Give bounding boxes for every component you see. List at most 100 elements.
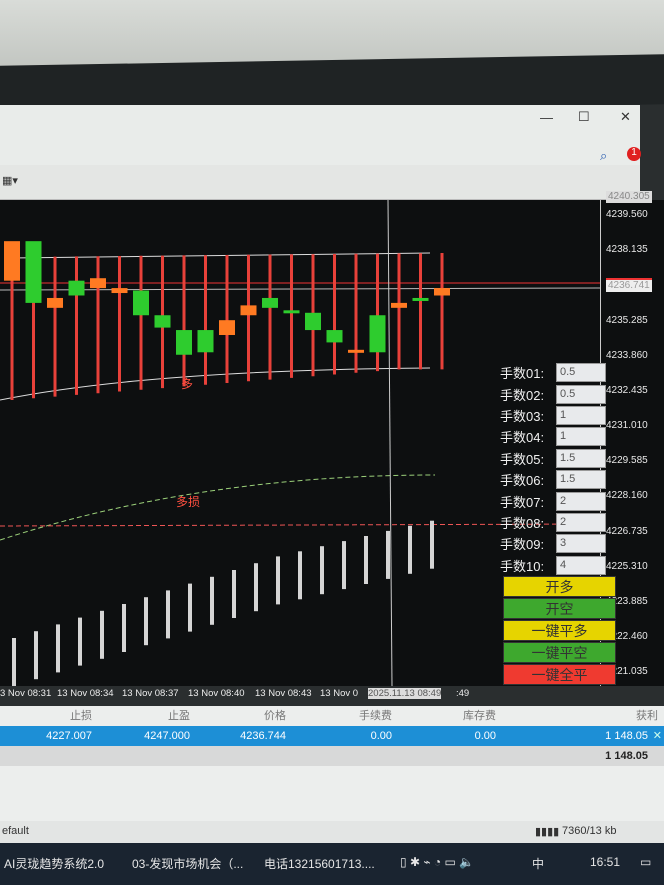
col-price[interactable]: 价格 <box>264 710 286 722</box>
taskbar-app[interactable]: 03-发现市场机会（... <box>132 857 244 871</box>
clock: 16:51 <box>590 855 621 869</box>
time-tick: 13 Nov 08:37 <box>122 688 179 699</box>
lot-label: 手数06: <box>500 473 545 489</box>
lot-row: 手数05: 1.5 <box>500 448 606 469</box>
cell-profit: 1 148.05 <box>605 730 648 742</box>
notification-badge[interactable]: 1 <box>627 147 641 161</box>
lot-input[interactable]: 2 <box>556 512 606 532</box>
lot-input[interactable]: 2 <box>556 491 606 511</box>
price-tick: 4221.035 <box>606 666 648 678</box>
lot-row: 手数10: 4 <box>500 555 606 576</box>
candle <box>348 349 364 353</box>
long-stop-label: 多损 <box>176 495 201 509</box>
maximize-button[interactable]: ☐ <box>578 109 590 124</box>
close-position-icon[interactable]: ✕ <box>652 730 662 742</box>
stop-curve <box>0 474 436 541</box>
col-profit[interactable]: 获利 <box>636 710 658 722</box>
search-icon[interactable]: ⌕ <box>600 148 608 163</box>
band-upper-line <box>9 252 431 259</box>
open-long-button[interactable]: 开多 <box>503 576 616 597</box>
lot-label: 手数09: <box>500 537 545 553</box>
candle <box>219 320 235 335</box>
candle <box>283 310 300 314</box>
oscillator-bar <box>254 563 258 612</box>
lot-input[interactable]: 3 <box>556 534 606 554</box>
candle <box>326 330 343 343</box>
col-commission[interactable]: 手续费 <box>359 710 392 722</box>
candle <box>240 305 257 316</box>
cell-tp: 4247.000 <box>144 730 190 742</box>
positions-table: 止损 止盈 价格 手续费 库存费 获利 4227.007 4247.000 42… <box>0 706 664 821</box>
lot-input[interactable]: 1 <box>556 427 606 447</box>
lot-label: 手数07: <box>500 494 545 510</box>
lot-input[interactable]: 0.5 <box>556 363 606 383</box>
candle <box>305 312 321 331</box>
toolbar: ▦▾ <box>0 165 640 200</box>
minimize-button[interactable]: — <box>540 110 553 125</box>
col-tp[interactable]: 止盈 <box>168 710 190 722</box>
taskbar: AI灵珑趋势系统2.0 03-发现市场机会（... 电话13215601713.… <box>0 843 664 885</box>
lot-input[interactable]: 1 <box>556 405 606 425</box>
lot-input[interactable]: 4 <box>556 555 606 575</box>
col-sl[interactable]: 止损 <box>70 710 92 722</box>
time-tick: 13 Nov 08:34 <box>57 688 114 699</box>
lot-row: 手数08: 2 <box>500 512 606 533</box>
open-short-button[interactable]: 开空 <box>503 598 616 619</box>
oscillator-bar <box>408 525 412 574</box>
candle <box>111 288 128 294</box>
oscillator-bar <box>298 551 302 600</box>
crosshair-line <box>387 199 393 687</box>
candle <box>47 297 63 308</box>
ime-indicator[interactable]: 中 <box>532 857 545 871</box>
lot-input[interactable]: 0.5 <box>556 384 606 404</box>
price-tick: 4222.460 <box>606 631 648 643</box>
col-swap[interactable]: 库存费 <box>463 710 496 722</box>
price-tick: 4223.885 <box>606 596 648 608</box>
chart-tool-icon[interactable]: ▦▾ <box>2 175 18 187</box>
time-tick: 13 Nov 08:40 <box>188 688 245 699</box>
candle <box>154 315 171 328</box>
lot-row: 手数09: 3 <box>500 533 606 554</box>
price-chart[interactable]: 多 多损 <box>0 199 601 687</box>
candle <box>412 297 429 301</box>
status-bar: efault ▮▮▮▮ 7360/13 kb <box>0 821 664 843</box>
chart-canvas <box>0 199 601 687</box>
band-lower-line <box>0 367 431 401</box>
lot-row: 手数04: 1 <box>500 426 606 447</box>
price-tick: 4229.585 <box>606 455 648 467</box>
candle <box>369 315 386 353</box>
price-tick: 4232.435 <box>606 384 648 396</box>
candle <box>391 302 407 308</box>
close-long-button[interactable]: 一键平多 <box>503 620 616 641</box>
taskbar-app[interactable]: AI灵珑趋势系统2.0 <box>4 857 105 871</box>
price-tick: 4228.160 <box>606 490 648 502</box>
lot-input[interactable]: 1.5 <box>556 470 606 490</box>
candle <box>434 288 450 296</box>
close-short-button[interactable]: 一键平空 <box>503 642 616 663</box>
cell-sl: 4227.007 <box>46 730 92 742</box>
table-row[interactable]: 4227.007 4247.000 4236.744 0.00 0.00 1 1… <box>0 726 664 746</box>
price-tick: 4238.135 <box>606 244 648 256</box>
price-tick: 4225.310 <box>606 560 648 572</box>
crosshair-time-label: 2025.11.13 08:49 <box>368 688 442 699</box>
close-button[interactable]: ✕ <box>620 109 631 124</box>
lot-input[interactable]: 1.5 <box>556 448 606 468</box>
lot-label: 手数03: <box>500 408 545 424</box>
total-row: 1 148.05 <box>0 746 664 766</box>
oscillator-bar <box>122 604 126 652</box>
close-all-button[interactable]: 一键全平 <box>503 664 616 685</box>
oscillator-bar <box>188 583 192 632</box>
lot-label: 手数04: <box>500 430 545 446</box>
candle <box>176 330 192 355</box>
oscillator-bar <box>232 570 236 618</box>
oscillator-bar <box>430 520 434 569</box>
stop-line <box>0 523 601 527</box>
current-price-label: 4236.741 <box>606 278 652 292</box>
oscillator-bar <box>34 631 38 680</box>
oscillator-bar <box>364 536 368 584</box>
taskbar-app[interactable]: 电话13215601713.... <box>264 857 375 871</box>
notification-center-icon[interactable]: ▭ <box>640 855 652 869</box>
lot-row: 手数03: 1 <box>500 405 606 426</box>
total-profit: 1 148.05 <box>605 750 648 762</box>
lot-label: 手数02: <box>500 387 545 403</box>
